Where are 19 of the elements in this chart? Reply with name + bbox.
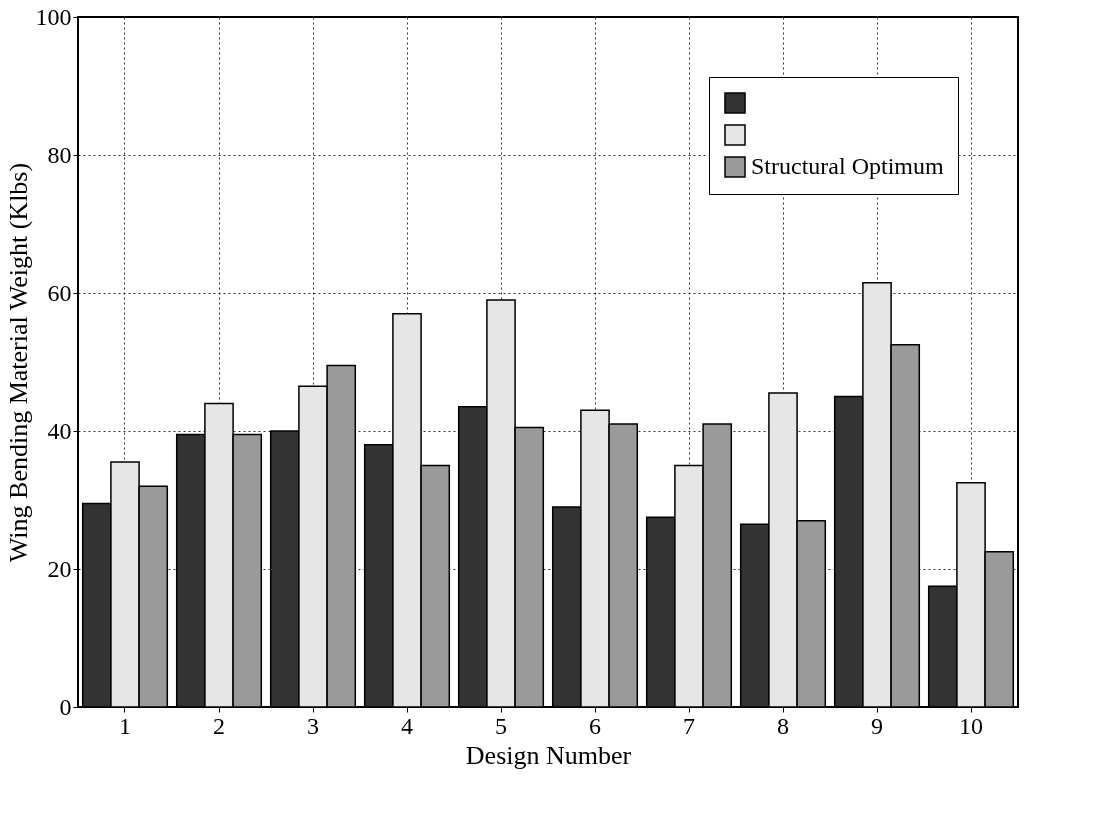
y-tick-label: 60 <box>47 279 72 306</box>
y-tick-label: 40 <box>47 417 72 444</box>
x-tick-label: 8 <box>777 712 789 739</box>
x-axis-title: Design Number <box>465 740 632 770</box>
x-tick-label: 6 <box>589 712 601 739</box>
x-tick-label: 4 <box>401 712 413 739</box>
y-tick-label: 0 <box>59 693 72 720</box>
x-tick-label: 7 <box>683 712 695 739</box>
x-tick-label: 1 <box>119 712 131 739</box>
x-tick-label: 5 <box>495 712 507 739</box>
x-tick-label: 3 <box>307 712 319 739</box>
y-tick-label: 20 <box>47 555 72 582</box>
y-tick-label: 80 <box>47 141 72 168</box>
x-tick-label: 10 <box>959 712 983 739</box>
x-tick-label: 9 <box>871 712 883 739</box>
y-axis-title: Wing Bending Material Weight (Klbs) <box>3 162 33 563</box>
legend-label: Structural Optimum <box>751 153 944 179</box>
y-tick-label: 100 <box>35 3 72 30</box>
x-tick-label: 2 <box>213 712 225 739</box>
